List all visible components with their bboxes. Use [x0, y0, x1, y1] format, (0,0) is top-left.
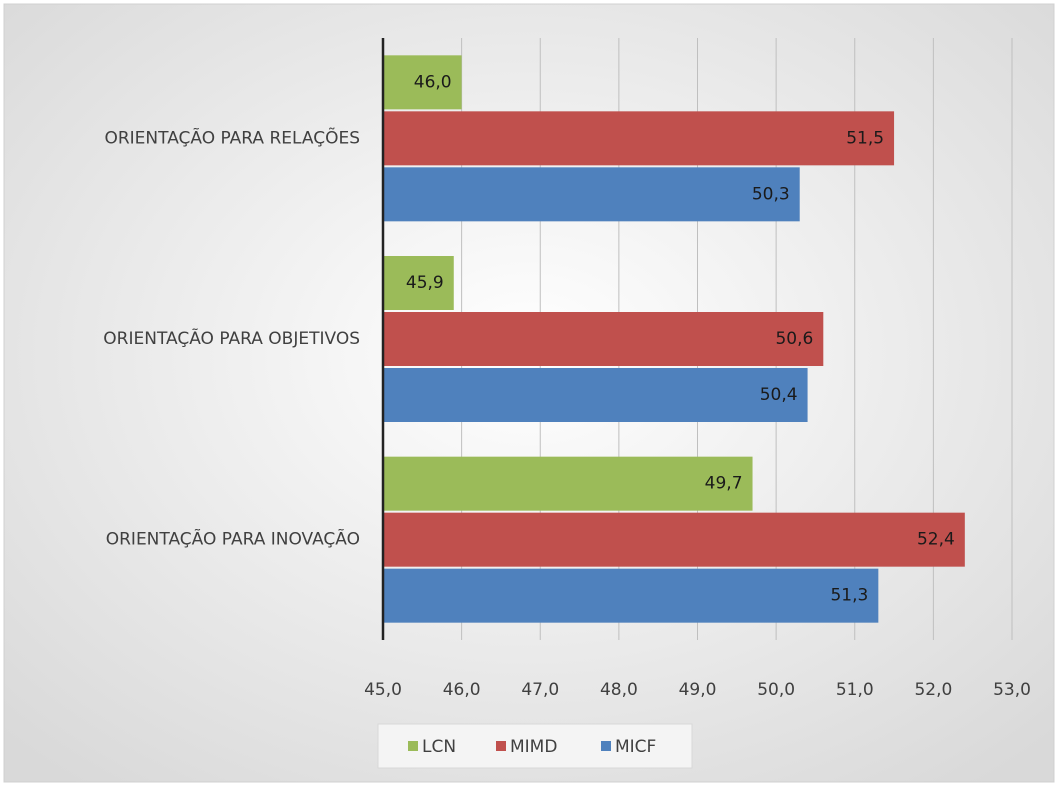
y-tick-label: ORIENTAÇÃO PARA INOVAÇÃO — [106, 528, 360, 550]
data-label: 52,4 — [917, 530, 955, 550]
bar — [383, 512, 965, 567]
x-tick-label: 53,0 — [993, 680, 1031, 700]
x-tick-label: 52,0 — [914, 680, 952, 700]
legend-label: MICF — [615, 737, 656, 757]
bar — [383, 456, 753, 511]
bar — [383, 368, 808, 422]
bar — [383, 256, 454, 310]
bar — [383, 55, 462, 110]
data-label: 50,6 — [775, 329, 813, 349]
x-tick-label: 48,0 — [600, 680, 638, 700]
x-tick-label: 51,0 — [836, 680, 874, 700]
data-label: 50,3 — [752, 184, 790, 204]
x-tick-label: 45,0 — [364, 680, 402, 700]
legend-box — [377, 723, 693, 769]
y-tick-label: ORIENTAÇÃO PARA RELAÇÕES — [104, 126, 360, 148]
bar — [383, 568, 879, 623]
legend-label: MIMD — [510, 737, 557, 757]
data-label: 46,0 — [414, 72, 452, 92]
x-tick-label: 46,0 — [443, 680, 481, 700]
legend-marker — [601, 741, 611, 751]
x-tick-label: 49,0 — [679, 680, 717, 700]
data-label: 45,9 — [406, 273, 444, 293]
bar — [383, 111, 895, 166]
x-tick-label: 47,0 — [521, 680, 559, 700]
data-label: 51,5 — [846, 128, 884, 148]
data-label: 49,7 — [705, 474, 743, 494]
data-label: 50,4 — [760, 385, 798, 405]
bar — [383, 167, 800, 222]
data-label: 51,3 — [830, 586, 868, 606]
legend-marker — [496, 741, 506, 751]
y-tick-label: ORIENTAÇÃO PARA OBJETIVOS — [103, 327, 360, 349]
legend-marker — [408, 741, 418, 751]
bar — [383, 312, 824, 366]
x-tick-label: 50,0 — [757, 680, 795, 700]
legend-label: LCN — [422, 737, 456, 757]
